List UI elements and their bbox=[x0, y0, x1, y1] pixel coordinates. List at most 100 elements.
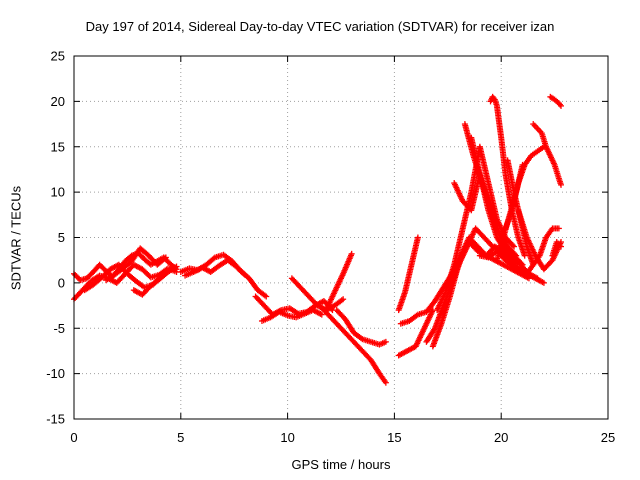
y-tick-label: 20 bbox=[51, 94, 65, 109]
series-arc-07 bbox=[182, 257, 248, 279]
data-point bbox=[382, 338, 389, 345]
data-point bbox=[491, 257, 505, 267]
data-point bbox=[485, 249, 499, 261]
data-point bbox=[530, 254, 542, 268]
data-point bbox=[331, 272, 346, 295]
data-point bbox=[340, 296, 347, 303]
data-point bbox=[395, 290, 408, 314]
series-arc-15 bbox=[395, 307, 436, 359]
y-tick-label: 5 bbox=[58, 230, 65, 245]
data-point bbox=[431, 285, 446, 305]
series-arc-13 bbox=[333, 307, 389, 348]
data-point bbox=[414, 309, 428, 318]
data-point bbox=[515, 163, 528, 187]
data-point bbox=[464, 226, 478, 250]
data-point bbox=[190, 265, 204, 275]
data-point bbox=[523, 234, 538, 258]
data-point bbox=[350, 338, 365, 353]
y-tick-label: 15 bbox=[51, 139, 65, 154]
data-point bbox=[132, 278, 147, 290]
data-point bbox=[553, 239, 563, 249]
data-point bbox=[521, 252, 528, 259]
data-point bbox=[511, 243, 518, 250]
data-point bbox=[376, 370, 388, 385]
data-point bbox=[442, 263, 457, 295]
data-point bbox=[342, 329, 356, 344]
data-point bbox=[342, 316, 356, 335]
data-point bbox=[521, 154, 534, 168]
series-arc-22 bbox=[468, 134, 518, 264]
series-arc-09 bbox=[258, 307, 325, 324]
data-point bbox=[502, 208, 515, 232]
data-point bbox=[451, 227, 466, 268]
data-point bbox=[528, 272, 535, 279]
series-arc-31 bbox=[547, 93, 565, 109]
data-point bbox=[124, 270, 138, 284]
data-point bbox=[402, 263, 415, 295]
data-point bbox=[485, 207, 500, 239]
series-arc-05 bbox=[130, 263, 180, 298]
data-point bbox=[547, 93, 557, 102]
data-point bbox=[455, 245, 470, 268]
series-arc-04 bbox=[103, 245, 169, 284]
data-point bbox=[412, 326, 427, 350]
data-point bbox=[468, 172, 483, 214]
data-point bbox=[122, 253, 134, 265]
series-arc-30 bbox=[523, 225, 562, 277]
data-point bbox=[395, 348, 409, 359]
data-point bbox=[83, 270, 95, 282]
data-point bbox=[515, 207, 530, 239]
data-point bbox=[348, 250, 355, 257]
data-point bbox=[555, 225, 562, 232]
y-tick-label: -15 bbox=[46, 412, 65, 427]
series-arc-12 bbox=[316, 302, 389, 386]
data-point bbox=[500, 261, 514, 272]
data-point bbox=[203, 255, 217, 268]
data-point bbox=[207, 263, 221, 275]
data-point bbox=[446, 263, 462, 300]
data-point bbox=[164, 264, 179, 275]
data-point bbox=[476, 170, 492, 212]
x-tick-label: 20 bbox=[494, 430, 508, 445]
data-point bbox=[397, 318, 411, 327]
data-point bbox=[523, 263, 536, 277]
data-point bbox=[305, 293, 320, 308]
data-point bbox=[162, 254, 169, 261]
data-point bbox=[491, 96, 500, 108]
data-point bbox=[173, 263, 180, 270]
data-point bbox=[434, 290, 448, 314]
y-axis-label: SDTVAR / TECUs bbox=[8, 185, 24, 291]
data-point bbox=[493, 236, 506, 264]
x-tick-label: 10 bbox=[280, 430, 294, 445]
data-point bbox=[451, 180, 466, 203]
data-point bbox=[476, 143, 492, 185]
data-points bbox=[71, 93, 565, 386]
data-point bbox=[532, 275, 546, 286]
data-point bbox=[297, 284, 311, 299]
y-tick-label: 25 bbox=[51, 49, 65, 64]
data-point bbox=[382, 379, 389, 386]
data-point bbox=[515, 234, 528, 258]
series-arc-29 bbox=[530, 121, 565, 188]
data-point bbox=[511, 263, 524, 272]
data-point bbox=[498, 134, 509, 176]
data-point bbox=[241, 271, 248, 278]
data-point bbox=[145, 252, 160, 267]
data-point bbox=[513, 252, 520, 259]
data-point bbox=[182, 269, 195, 279]
y-tick-label: 10 bbox=[51, 185, 65, 200]
data-point bbox=[310, 307, 324, 317]
data-point bbox=[468, 134, 483, 176]
y-tick-label: -5 bbox=[53, 321, 65, 336]
chart-title: Day 197 of 2014, Sidereal Day-to-day VTE… bbox=[85, 19, 555, 34]
x-axis-label: GPS time / hours bbox=[291, 457, 391, 472]
x-tick-label: 5 bbox=[177, 430, 184, 445]
axes: 0 5 10 15 20 25 -15 -10 -5 0 5 10 15 20 25 bbox=[46, 49, 615, 446]
data-point bbox=[540, 279, 547, 286]
data-point bbox=[558, 181, 565, 188]
data-point bbox=[340, 252, 355, 277]
y-tick-label: -10 bbox=[46, 366, 65, 381]
data-point bbox=[421, 308, 436, 332]
data-point bbox=[558, 102, 565, 109]
